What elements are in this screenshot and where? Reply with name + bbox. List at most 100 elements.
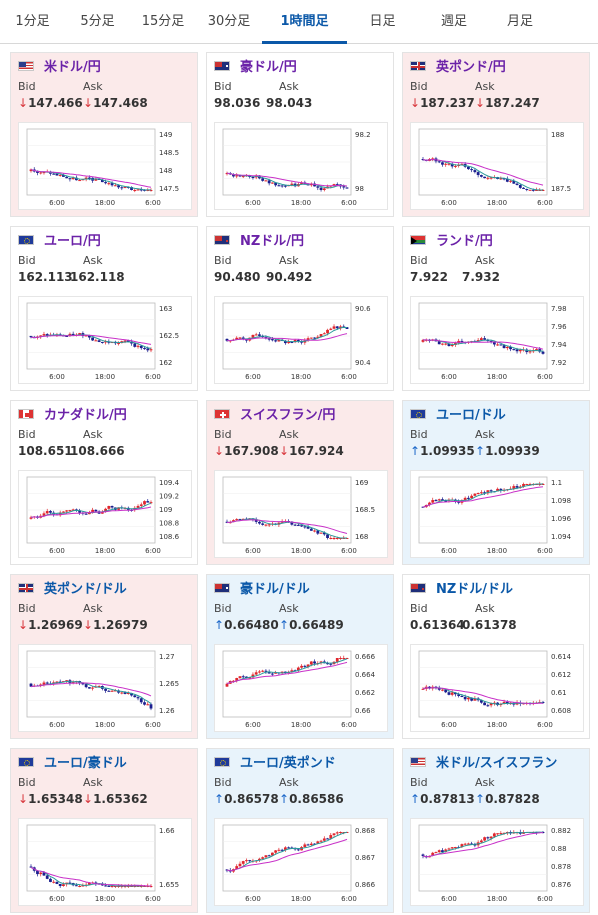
candle-body — [143, 501, 146, 505]
candle-body — [296, 339, 300, 341]
candle-body — [306, 664, 310, 667]
price-chart[interactable]: 1.1 1.098 1.096 1.094 6:00 18:00 6:00 — [410, 470, 584, 558]
price-chart[interactable]: 0.868 0.867 0.866 6:00 18:00 6:00 — [214, 818, 388, 906]
currency-pair-name[interactable]: ユーロ/円 — [44, 234, 101, 249]
currency-card[interactable]: スイスフラン/円 Bid Ask ↓167.908 ↓167.924 169 168.5 16… — [206, 400, 394, 565]
candle-body — [489, 703, 493, 706]
candle-body — [329, 835, 333, 839]
ask-label: Ask — [279, 428, 299, 441]
candle-body — [290, 183, 294, 186]
candle-body — [100, 341, 104, 343]
currency-card[interactable]: 豪ドル/円 Bid Ask 98.036 98.043 98.2 98 6:00 18:00 6:… — [206, 52, 394, 217]
currency-pair-name[interactable]: ユーロ/ドル — [436, 408, 506, 423]
currency-card[interactable]: 米ドル/円 Bid Ask ↓147.466 ↓147.468 149 148.5 148 14… — [10, 52, 198, 217]
currency-pair-name[interactable]: スイスフラン/円 — [240, 408, 336, 423]
tab-timeframe-1[interactable]: 5分足 — [80, 14, 115, 29]
ask-price: 90.492 — [266, 270, 313, 284]
currency-card[interactable]: ランド/円 Bid Ask 7.922 7.932 7.98 7.96 7.94 7.92 6:0… — [402, 226, 590, 391]
y-tick-label: 0.867 — [355, 854, 375, 862]
candle-body — [283, 340, 287, 344]
tab-timeframe-5[interactable]: 日足 — [369, 14, 396, 29]
price-chart[interactable]: 0.882 0.88 0.878 0.876 6:00 18:00 6:00 — [410, 818, 584, 906]
currency-pair-name[interactable]: 米ドル/スイスフラン — [436, 756, 558, 771]
currency-pair-name[interactable]: ランド/円 — [436, 234, 493, 249]
candle-body — [447, 163, 451, 165]
currency-pair-name[interactable]: 英ポンド/円 — [436, 60, 506, 75]
moving-average-fast — [226, 518, 347, 539]
bid-label: Bid — [410, 776, 428, 789]
candle-body — [326, 534, 329, 538]
price-chart[interactable]: 90.6 90.4 6:00 18:00 6:00 — [214, 296, 388, 384]
moving-average-slow — [226, 661, 348, 685]
currency-card[interactable]: ユーロ/円 Bid Ask 162.113 162.118 163 162.5 162 6:00… — [10, 226, 198, 391]
currency-pair-name[interactable]: NZドル/ドル — [436, 582, 514, 597]
candle-body — [492, 341, 496, 345]
ask-value: ↑0.86586 — [279, 792, 344, 806]
tab-timeframe-4[interactable]: 1時間足 — [262, 0, 347, 44]
tab-timeframe-6[interactable]: 週足 — [440, 14, 467, 29]
candle-body — [518, 349, 522, 352]
ch-flag-icon — [214, 409, 230, 419]
y-tick-label: 0.868 — [355, 827, 375, 835]
currency-card[interactable]: ユーロ/豪ドル Bid Ask ↓1.65348 ↓1.65362 1.66 1.655 6:… — [10, 748, 198, 913]
currency-pair-name[interactable]: 豪ドル/円 — [240, 60, 297, 75]
nz-flag-icon — [214, 235, 230, 245]
candle-body — [267, 671, 271, 674]
currency-card[interactable]: カナダドル/円 Bid Ask 108.651 108.666 109.4 109.2 109… — [10, 400, 198, 565]
candle-body — [271, 852, 274, 856]
candle-body — [94, 178, 98, 181]
currency-card[interactable]: NZドル/円 Bid Ask 90.480 90.492 90.6 90.4 6:00 18:0… — [206, 226, 394, 391]
candle-body — [339, 326, 342, 329]
currency-card[interactable]: NZドル/ドル Bid Ask 0.61364 0.61378 0.614 0.612 0.6… — [402, 574, 590, 739]
ask-value: ↓1.65362 — [83, 792, 148, 806]
bid-price: 1.26969 — [28, 618, 83, 632]
price-chart[interactable]: 98.2 98 6:00 18:00 6:00 — [214, 122, 388, 210]
bid-value: ↓167.908 — [214, 444, 279, 458]
ask-arrow-icon: ↓ — [83, 96, 94, 110]
price-chart[interactable]: 0.614 0.612 0.61 0.608 6:00 18:00 6:00 — [410, 644, 584, 732]
y-tick-label: 108.6 — [159, 533, 180, 541]
price-chart[interactable]: 0.666 0.664 0.662 0.66 6:00 18:00 6:00 — [214, 644, 388, 732]
candle-body — [467, 843, 470, 845]
currency-pair-name[interactable]: 豪ドル/ドル — [240, 582, 310, 597]
y-tick-label: 169 — [355, 479, 368, 487]
currency-card[interactable]: 米ドル/スイスフラン Bid Ask ↑0.87813 ↑0.87828 0.882 0.8… — [402, 748, 590, 913]
eu-flag-icon — [18, 235, 34, 245]
uk-flag-icon — [18, 583, 34, 593]
candle-body — [326, 663, 329, 665]
candle-body — [271, 673, 274, 675]
currency-card[interactable]: ユーロ/英ポンド Bid Ask ↑0.86578 ↑0.86586 0.868 0.867… — [206, 748, 394, 913]
price-chart[interactable]: 109.4 109.2 109 108.8 108.6 6:00 18:00 6:00 — [18, 470, 192, 558]
bid-value: ↓1.26969 — [18, 618, 83, 632]
ask-value: ↓167.924 — [279, 444, 344, 458]
currency-pair-name[interactable]: ユーロ/豪ドル — [44, 756, 127, 771]
currency-pair-name[interactable]: カナダドル/円 — [44, 408, 127, 423]
currency-card[interactable]: 英ポンド/円 Bid Ask ↓187.237 ↓187.247 188 187.5 6:00… — [402, 52, 590, 217]
price-chart[interactable]: 188 187.5 6:00 18:00 6:00 — [410, 122, 584, 210]
ask-price: 108.666 — [70, 444, 125, 458]
currency-pair-name[interactable]: 英ポンド/ドル — [44, 582, 127, 597]
tab-timeframe-7[interactable]: 月足 — [506, 14, 533, 29]
price-chart[interactable]: 7.98 7.96 7.94 7.92 6:00 18:00 6:00 — [410, 296, 584, 384]
tab-timeframe-0[interactable]: 1分足 — [15, 14, 50, 29]
candle-body — [225, 869, 229, 871]
price-chart[interactable]: 1.66 1.655 6:00 18:00 6:00 — [18, 818, 192, 906]
bid-value: 90.480 — [214, 270, 260, 284]
currency-card[interactable]: 豪ドル/ドル Bid Ask ↑0.66480 ↑0.66489 0.666 0.664 0.… — [206, 574, 394, 739]
candle-body — [467, 497, 470, 499]
candle-body — [322, 838, 326, 841]
tab-timeframe-2[interactable]: 15分足 — [141, 14, 185, 29]
currency-pair-name[interactable]: NZドル/円 — [240, 234, 305, 249]
currency-card[interactable]: 英ポンド/ドル Bid Ask ↓1.26969 ↓1.26979 1.27 1.265 1.… — [10, 574, 198, 739]
price-chart[interactable]: 1.27 1.265 1.26 6:00 18:00 6:00 — [18, 644, 192, 732]
currency-pair-name[interactable]: ユーロ/英ポンド — [240, 756, 336, 771]
candle-body — [45, 682, 49, 684]
ask-value: 98.043 — [266, 96, 312, 110]
tab-timeframe-3[interactable]: 30分足 — [207, 14, 251, 29]
currency-pair-name[interactable]: 米ドル/円 — [44, 60, 101, 75]
price-chart[interactable]: 169 168.5 168 6:00 18:00 6:00 — [214, 470, 388, 558]
candle-body — [483, 338, 487, 340]
price-chart[interactable]: 149 148.5 148 147.5 6:00 18:00 6:00 — [18, 122, 192, 210]
price-chart[interactable]: 163 162.5 162 6:00 18:00 6:00 — [18, 296, 192, 384]
currency-card[interactable]: ユーロ/ドル Bid Ask ↑1.09935 ↑1.09939 1.1 1.098 1.09… — [402, 400, 590, 565]
